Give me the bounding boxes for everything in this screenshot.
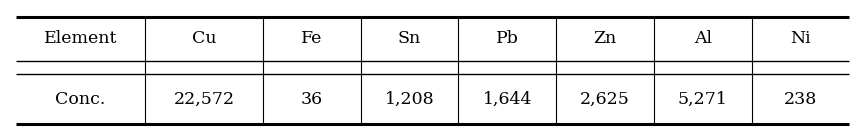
Text: Cu: Cu: [192, 30, 216, 47]
Text: 1,208: 1,208: [385, 91, 434, 108]
Text: Zn: Zn: [593, 30, 617, 47]
Text: Element: Element: [44, 30, 117, 47]
Text: 5,271: 5,271: [678, 91, 727, 108]
Text: Pb: Pb: [496, 30, 519, 47]
Text: Conc.: Conc.: [55, 91, 106, 108]
Text: Ni: Ni: [791, 30, 811, 47]
Text: 238: 238: [784, 91, 817, 108]
Text: 1,644: 1,644: [483, 91, 532, 108]
Text: 2,625: 2,625: [580, 91, 630, 108]
Text: Al: Al: [694, 30, 712, 47]
Text: 36: 36: [301, 91, 323, 108]
Text: Sn: Sn: [398, 30, 421, 47]
Text: Fe: Fe: [301, 30, 323, 47]
Text: 22,572: 22,572: [174, 91, 234, 108]
